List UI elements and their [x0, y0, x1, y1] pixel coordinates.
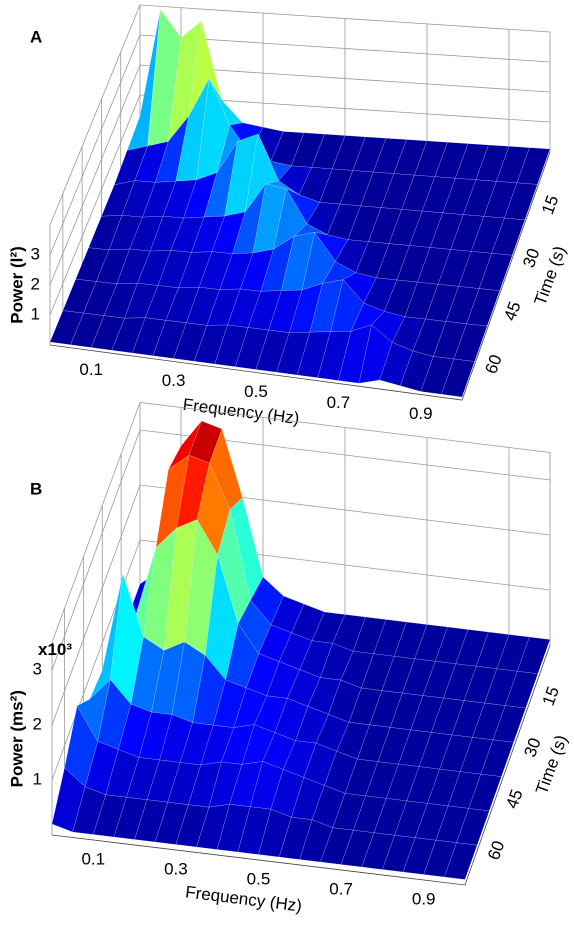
- z-axis-label: Power (ms²): [7, 690, 26, 787]
- y-tick-label: 30: [519, 246, 543, 270]
- y-tick-label: 15: [538, 193, 562, 217]
- z-tick-label: 2: [31, 274, 40, 293]
- x-tick-label: 0.5: [247, 869, 271, 888]
- x-tick-label: 0.3: [164, 859, 188, 878]
- z-multiplier: x10³: [38, 640, 72, 659]
- x-tick-label: 0.3: [162, 371, 186, 390]
- axis-line: [51, 644, 551, 886]
- x-tick-label: 0.1: [79, 360, 103, 379]
- z-tick-label: 1: [33, 769, 42, 788]
- x-tick-label: 0.9: [409, 404, 433, 423]
- wall-frame: [51, 402, 141, 835]
- x-tick-label: 0.5: [244, 382, 268, 401]
- z-tick-label: 1: [31, 304, 40, 323]
- surface-cell: [441, 358, 475, 398]
- y-tick-label: 60: [484, 838, 508, 862]
- wall-frame: [139, 4, 551, 152]
- panel-label: A: [30, 27, 42, 46]
- surface-cell: [444, 842, 478, 880]
- x-tick-label: 0.1: [81, 849, 105, 868]
- x-tick-label: 0.9: [412, 889, 436, 908]
- wall-frame: [49, 4, 141, 345]
- z-tick-label: 2: [33, 714, 42, 733]
- z-tick-label: 3: [31, 244, 40, 263]
- z-tick-label: 3: [33, 659, 42, 678]
- panel-label: B: [30, 479, 42, 498]
- y-tick-label: 15: [539, 684, 563, 708]
- y-tick-label: 60: [481, 352, 505, 376]
- wall-frame: [139, 402, 551, 645]
- x-tick-label: 0.7: [327, 393, 351, 412]
- y-tick-label: 30: [520, 735, 544, 759]
- y-tick-label: 45: [502, 787, 526, 811]
- axis-line: [49, 151, 551, 401]
- y-tick-label: 45: [500, 299, 524, 323]
- x-tick-label: 0.7: [329, 879, 353, 898]
- z-axis-label: Power (l²): [7, 246, 26, 323]
- x-axis-label: Frequency (Hz): [184, 882, 303, 915]
